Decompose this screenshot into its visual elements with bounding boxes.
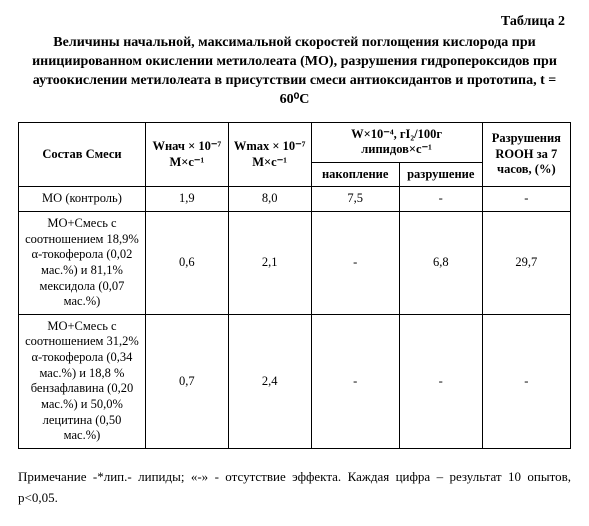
table-footnote: Примечание -*лип.- липиды; «-» - отсутст…	[18, 467, 571, 509]
cell-destruction: 6,8	[399, 212, 482, 315]
cell-w-init: 0,7	[145, 314, 228, 448]
cell-accumulation: 7,5	[311, 187, 399, 212]
cell-composition: МО (контроль)	[19, 187, 146, 212]
col-header-accumulation: накопление	[311, 162, 399, 187]
cell-rooh: -	[482, 314, 570, 448]
cell-w-max: 2,4	[228, 314, 311, 448]
table-row: МО (контроль) 1,9 8,0 7,5 - -	[19, 187, 571, 212]
table-title: Величины начальной, максимальной скорост…	[20, 34, 569, 110]
header-row-1: Состав Смеси Wнач × 10⁻⁷ М×с⁻¹ Wmax × 10…	[19, 122, 571, 162]
cell-rooh: 29,7	[482, 212, 570, 315]
cell-w-max: 2,1	[228, 212, 311, 315]
cell-composition: МО+Смесь с соотношением 31,2% α-токоферо…	[19, 314, 146, 448]
col-header-w-init: Wнач × 10⁻⁷ М×с⁻¹	[145, 122, 228, 187]
cell-w-init: 1,9	[145, 187, 228, 212]
table-body: МО (контроль) 1,9 8,0 7,5 - - МО+Смесь с…	[19, 187, 571, 448]
col-header-w-max: Wmax × 10⁻⁷ М×с⁻¹	[228, 122, 311, 187]
col-header-destruction: разрушение	[399, 162, 482, 187]
cell-w-max: 8,0	[228, 187, 311, 212]
cell-accumulation: -	[311, 314, 399, 448]
cell-rooh: -	[482, 187, 570, 212]
col-header-rooh: Разрушения ROOH за 7 часов, (%)	[482, 122, 570, 187]
table-number-label: Таблица 2	[24, 14, 565, 30]
cell-destruction: -	[399, 187, 482, 212]
cell-w-init: 0,6	[145, 212, 228, 315]
col-header-w-group: W×10⁻⁴, гI₂/100г липидов×с⁻¹	[311, 122, 482, 162]
page-root: Таблица 2 Величины начальной, максимальн…	[0, 0, 589, 526]
table-row: МО+Смесь с соотношением 18,9% α-токоферо…	[19, 212, 571, 315]
data-table: Состав Смеси Wнач × 10⁻⁷ М×с⁻¹ Wmax × 10…	[18, 122, 571, 449]
table-row: МО+Смесь с соотношением 31,2% α-токоферо…	[19, 314, 571, 448]
col-header-composition: Состав Смеси	[19, 122, 146, 187]
cell-destruction: -	[399, 314, 482, 448]
cell-accumulation: -	[311, 212, 399, 315]
cell-composition: МО+Смесь с соотношением 18,9% α-токоферо…	[19, 212, 146, 315]
